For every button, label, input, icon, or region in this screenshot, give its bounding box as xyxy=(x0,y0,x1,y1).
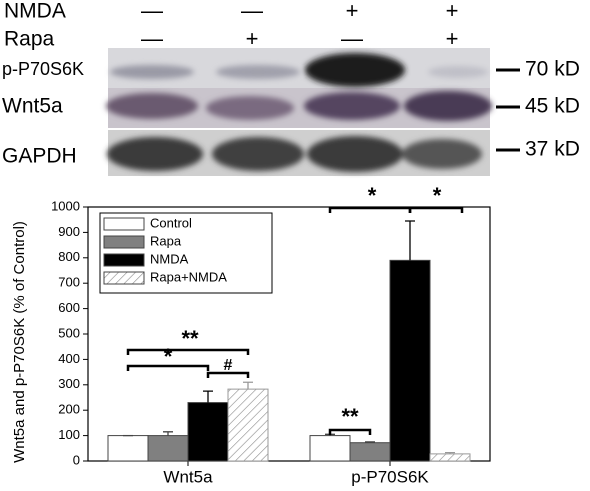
mw-marker: 45 kD xyxy=(525,95,580,118)
legend-label: Rapa+NMDA xyxy=(150,269,227,284)
significance-mark: ** xyxy=(341,404,359,429)
legend-swatch xyxy=(103,253,145,267)
treatment-sign: + xyxy=(346,0,359,23)
legend-swatch xyxy=(103,217,145,231)
significance-mark: * xyxy=(164,344,173,369)
treatment-label: NMDA xyxy=(4,0,66,23)
error-bar xyxy=(203,390,213,403)
blot-bands xyxy=(106,53,492,172)
y-axis-label: Wnt5a and p-P70S6K (% of Control) xyxy=(11,221,28,463)
legend-label: Rapa xyxy=(150,233,182,248)
bar xyxy=(147,435,189,462)
significance-bracket xyxy=(126,348,250,355)
error-bar xyxy=(445,451,455,454)
treatment-label: Rapa xyxy=(4,28,55,51)
y-tick-label: 800 xyxy=(58,249,80,264)
y-tick-label: 700 xyxy=(58,275,80,290)
treatment-sign: — xyxy=(241,0,263,23)
legend-swatch xyxy=(103,235,145,249)
x-tick-label: Wnt5a xyxy=(163,467,213,486)
error-bar xyxy=(365,441,375,443)
row-label: p-P70S6K xyxy=(2,59,84,79)
blot-panel xyxy=(106,48,520,176)
significance-mark: ** xyxy=(181,326,199,351)
treatment-sign: + xyxy=(446,26,459,51)
y-tick-label: 600 xyxy=(58,300,80,315)
error-bar xyxy=(405,220,415,261)
treatment-sign: + xyxy=(246,26,259,51)
significance-mark: * xyxy=(433,183,442,208)
treatment-sign: — xyxy=(341,26,363,51)
y-tick-label: 400 xyxy=(58,351,80,366)
y-tick-label: 900 xyxy=(58,224,80,239)
legend-label: Control xyxy=(150,215,192,230)
significance-bracket xyxy=(328,206,412,213)
row-label: GAPDH xyxy=(2,145,77,168)
significance-bracket xyxy=(206,371,250,378)
bar xyxy=(227,388,269,462)
bar xyxy=(349,442,391,462)
mw-marker: 37 kD xyxy=(525,138,580,161)
treatment-sign: — xyxy=(141,0,163,23)
significance-bracket xyxy=(126,364,210,371)
x-tick-label: p-P70S6K xyxy=(351,467,429,486)
bar xyxy=(309,435,351,462)
treatment-sign: — xyxy=(141,26,163,51)
treatment-sign: + xyxy=(446,0,459,23)
row-label: Wnt5a xyxy=(2,95,63,118)
legend-swatch xyxy=(103,271,145,285)
bar xyxy=(429,453,471,462)
significance-mark: * xyxy=(368,183,377,208)
y-tick-label: 0 xyxy=(73,452,80,467)
y-tick-label: 500 xyxy=(58,325,80,340)
error-bar xyxy=(163,431,173,436)
significance-bracket xyxy=(328,428,372,435)
y-tick-label: 200 xyxy=(58,402,80,417)
bar xyxy=(187,402,229,462)
mw-marker: 70 kD xyxy=(525,58,580,81)
bar xyxy=(107,435,149,462)
y-tick-label: 1000 xyxy=(51,198,80,213)
bar xyxy=(389,259,431,462)
y-tick-label: 300 xyxy=(58,376,80,391)
error-bar xyxy=(243,381,253,390)
significance-bracket xyxy=(408,206,464,213)
significance-mark: # xyxy=(224,357,233,374)
legend-label: NMDA xyxy=(150,251,189,266)
y-tick-label: 100 xyxy=(58,427,80,442)
